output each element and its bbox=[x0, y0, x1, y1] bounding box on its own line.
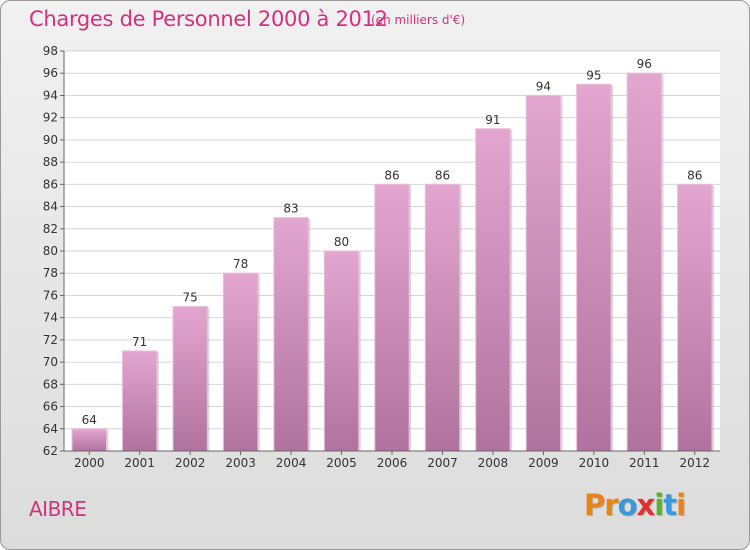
bar-2005 bbox=[323, 250, 360, 452]
logo-letter: i bbox=[654, 488, 664, 522]
x-tick-label: 2003 bbox=[225, 456, 256, 470]
x-tick-label: 2012 bbox=[679, 456, 710, 470]
y-tick-label: 70 bbox=[43, 355, 58, 369]
bar-2012 bbox=[677, 183, 713, 452]
bar-2008 bbox=[475, 128, 511, 452]
bar-2002 bbox=[172, 306, 208, 452]
bar-value-label: 91 bbox=[485, 113, 500, 127]
y-axis: 62 64 66 68 70 72 74 76 78 80 82 84 86 88 90 92 94 96 98 bbox=[43, 44, 65, 458]
bar-value-label: 83 bbox=[283, 202, 298, 216]
bar-2009 bbox=[525, 94, 562, 452]
bar-2001 bbox=[122, 350, 158, 452]
y-tick-label: 94 bbox=[43, 88, 58, 102]
bar-2003 bbox=[222, 272, 259, 452]
bar-2007 bbox=[424, 183, 461, 452]
proxiti-logo[interactable]: Proxiti bbox=[584, 488, 686, 522]
x-tick-label: 2011 bbox=[629, 456, 660, 470]
y-tick-label: 74 bbox=[43, 311, 58, 325]
y-tick-label: 78 bbox=[43, 266, 58, 280]
x-tick-label: 2009 bbox=[528, 456, 559, 470]
logo-letter: i bbox=[676, 488, 686, 522]
bar-2011 bbox=[626, 72, 662, 452]
y-tick-label: 66 bbox=[43, 400, 58, 414]
y-tick-label: 84 bbox=[43, 200, 58, 214]
chart-subtitle: (en milliers d'€) bbox=[371, 13, 466, 27]
bar-value-label: 75 bbox=[183, 291, 198, 305]
y-tick-label: 98 bbox=[43, 44, 58, 58]
y-tick-label: 86 bbox=[43, 177, 58, 191]
bars: 64 71 75 78 83 80 86 86 91 94 95 96 86 bbox=[71, 57, 714, 452]
bar-value-label: 95 bbox=[586, 68, 601, 82]
bar-2004 bbox=[273, 217, 309, 452]
commune-name: AIBRE bbox=[29, 497, 87, 521]
y-tick-label: 80 bbox=[43, 244, 58, 258]
bar-value-label: 94 bbox=[536, 79, 551, 93]
bar-2006 bbox=[374, 183, 410, 452]
bar-2010 bbox=[576, 83, 612, 452]
x-tick-label: 2006 bbox=[377, 456, 408, 470]
y-tick-label: 92 bbox=[43, 111, 58, 125]
logo-letter: P bbox=[584, 488, 605, 522]
bar-value-label: 86 bbox=[687, 168, 702, 182]
bar-value-label: 71 bbox=[132, 335, 147, 349]
y-tick-label: 88 bbox=[43, 155, 58, 169]
x-tick-label: 2007 bbox=[427, 456, 458, 470]
y-tick-label: 72 bbox=[43, 333, 58, 347]
logo-letter: o bbox=[617, 488, 638, 522]
y-tick-label: 96 bbox=[43, 66, 58, 80]
bar-value-label: 86 bbox=[435, 168, 450, 182]
x-tick-label: 2000 bbox=[74, 456, 105, 470]
x-tick-label: 2004 bbox=[276, 456, 307, 470]
bar-value-label: 96 bbox=[637, 57, 652, 71]
y-tick-label: 76 bbox=[43, 288, 58, 302]
chart-title: Charges de Personnel 2000 à 2012 bbox=[29, 7, 388, 31]
bar-value-label: 78 bbox=[233, 257, 248, 271]
x-tick-label: 2002 bbox=[175, 456, 206, 470]
bar-value-label: 86 bbox=[384, 168, 399, 182]
y-tick-label: 64 bbox=[43, 422, 58, 436]
y-tick-label: 90 bbox=[43, 133, 58, 147]
y-tick-label: 62 bbox=[43, 444, 58, 458]
bar-2000 bbox=[71, 428, 107, 452]
y-tick-label: 68 bbox=[43, 377, 58, 391]
logo-letter: r bbox=[604, 488, 618, 522]
logo-letter: t bbox=[663, 488, 677, 522]
logo-letter: x bbox=[636, 488, 656, 522]
x-axis: 2000 2001 2002 2003 2004 2005 2006 2007 2008 2009… bbox=[64, 450, 720, 470]
bar-value-label: 64 bbox=[82, 413, 97, 427]
x-tick-label: 2008 bbox=[478, 456, 509, 470]
y-tick-label: 82 bbox=[43, 222, 58, 236]
x-tick-label: 2010 bbox=[579, 456, 610, 470]
bar-value-label: 80 bbox=[334, 235, 349, 249]
x-tick-label: 2005 bbox=[326, 456, 357, 470]
x-tick-label: 2001 bbox=[124, 456, 155, 470]
